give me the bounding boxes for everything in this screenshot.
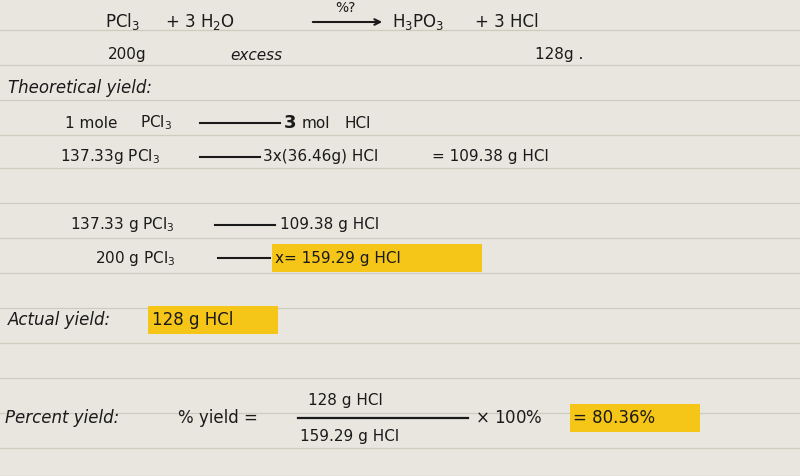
Text: x= 159.29 g HCl: x= 159.29 g HCl xyxy=(275,250,401,266)
Text: 137.33 g PCl$_3$: 137.33 g PCl$_3$ xyxy=(70,216,175,235)
Text: Theoretical yield:: Theoretical yield: xyxy=(8,79,152,97)
Text: = 80.36%: = 80.36% xyxy=(573,409,655,427)
Text: mol: mol xyxy=(302,116,330,130)
Text: 3x(36.46g) HCl: 3x(36.46g) HCl xyxy=(263,149,378,165)
Text: Actual yield:: Actual yield: xyxy=(8,311,111,329)
Text: Percent yield:: Percent yield: xyxy=(5,409,119,427)
Text: 3: 3 xyxy=(284,114,297,132)
Text: excess: excess xyxy=(230,48,282,62)
Text: H$_3$PO$_3$: H$_3$PO$_3$ xyxy=(392,12,444,32)
Text: 200 g PCl$_3$: 200 g PCl$_3$ xyxy=(95,248,175,268)
Text: 128g .: 128g . xyxy=(535,48,583,62)
Text: 137.33g PCl$_3$: 137.33g PCl$_3$ xyxy=(60,148,160,167)
Text: PCl$_3$: PCl$_3$ xyxy=(140,114,172,132)
Text: 128 g HCl: 128 g HCl xyxy=(308,393,382,407)
Text: 1 mole: 1 mole xyxy=(65,116,118,130)
Text: %?: %? xyxy=(335,1,355,15)
Text: + 3 H$_2$O: + 3 H$_2$O xyxy=(165,12,234,32)
Text: % yield =: % yield = xyxy=(178,409,258,427)
Text: 200g: 200g xyxy=(108,48,146,62)
Text: + 3 HCl: + 3 HCl xyxy=(475,13,538,31)
Bar xyxy=(570,404,700,432)
Bar xyxy=(148,306,278,334)
Text: PCl$_3$: PCl$_3$ xyxy=(105,11,140,32)
Text: 159.29 g HCl: 159.29 g HCl xyxy=(300,428,399,444)
Text: 128 g HCl: 128 g HCl xyxy=(152,311,234,329)
Text: $\times$ 100%: $\times$ 100% xyxy=(475,409,542,427)
Text: 109.38 g HCl: 109.38 g HCl xyxy=(280,218,379,232)
Text: HCl: HCl xyxy=(345,116,371,130)
Text: = 109.38 g HCl: = 109.38 g HCl xyxy=(432,149,549,165)
Bar xyxy=(272,244,482,272)
